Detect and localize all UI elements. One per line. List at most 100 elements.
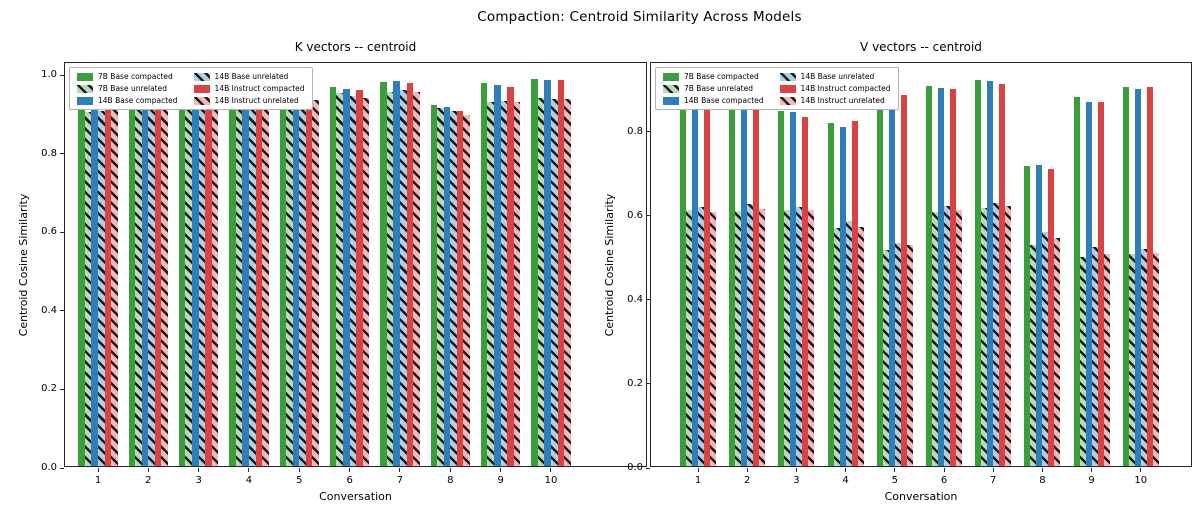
legend-swatch-icon bbox=[779, 84, 796, 93]
bar bbox=[550, 99, 558, 466]
x-tick-mark bbox=[943, 468, 945, 472]
x-axis-label-k: Conversation bbox=[319, 490, 392, 503]
bar bbox=[833, 228, 840, 466]
bar-group-conversation-3 bbox=[178, 101, 219, 466]
legend-swatch-icon bbox=[77, 84, 93, 93]
bar bbox=[1140, 248, 1147, 466]
legend-swatch-icon bbox=[77, 96, 93, 105]
bar bbox=[692, 96, 698, 466]
bar-group-conversation-4 bbox=[827, 120, 864, 466]
bar-group-conversation-7 bbox=[975, 79, 1012, 466]
bar bbox=[211, 105, 219, 466]
y-tick-mark bbox=[60, 388, 64, 390]
bar bbox=[926, 86, 932, 466]
legend-item: 14B Base compacted bbox=[663, 96, 764, 105]
bar bbox=[839, 127, 846, 466]
y-axis-label-k: Centroid Cosine Similarity bbox=[17, 193, 30, 336]
bar bbox=[349, 95, 357, 466]
bar bbox=[557, 80, 565, 466]
x-tick-label: 1 bbox=[694, 475, 702, 486]
bar bbox=[413, 92, 420, 466]
bar-group-conversation-2 bbox=[128, 102, 169, 466]
bar-group-conversation-9 bbox=[1073, 97, 1110, 466]
bar bbox=[456, 110, 464, 466]
legend-item: 14B Instruct unrelated bbox=[779, 96, 891, 105]
bar bbox=[262, 107, 269, 466]
y-tick-label: 0.4 bbox=[41, 304, 57, 316]
x-tick-label: 9 bbox=[1088, 475, 1095, 486]
legend-item: 14B Instruct unrelated bbox=[193, 96, 305, 105]
bar bbox=[128, 104, 136, 466]
x-tick-mark bbox=[248, 468, 250, 472]
x-tick-label: 6 bbox=[940, 475, 948, 486]
y-tick-label: 0.2 bbox=[41, 383, 57, 395]
bar bbox=[286, 99, 293, 466]
bar-group-conversation-6 bbox=[329, 86, 370, 466]
x-axis-label-v: Conversation bbox=[884, 490, 958, 503]
bar bbox=[544, 79, 551, 466]
subplot-title-v: V vectors -- centroid bbox=[860, 40, 982, 54]
y-tick-label: 0.2 bbox=[627, 377, 643, 389]
bar bbox=[487, 101, 495, 466]
x-tick-mark bbox=[500, 468, 502, 472]
x-tick-mark bbox=[795, 468, 797, 472]
legend-label: 14B Base compacted bbox=[98, 96, 178, 105]
bar bbox=[141, 102, 149, 466]
bar bbox=[248, 108, 256, 466]
bar bbox=[564, 99, 571, 466]
legend-label: 14B Instruct compacted bbox=[800, 84, 891, 93]
bar bbox=[993, 203, 1000, 466]
y-tick-mark bbox=[60, 153, 64, 155]
legend-item: 14B Base compacted bbox=[77, 96, 178, 105]
bar bbox=[192, 101, 199, 466]
bar bbox=[154, 103, 162, 466]
legend-item: 7B Base unrelated bbox=[77, 84, 178, 93]
bar bbox=[944, 205, 950, 466]
x-tick-label: 5 bbox=[891, 475, 898, 486]
bar bbox=[790, 112, 797, 466]
bar bbox=[1030, 245, 1037, 466]
x-tick-label: 7 bbox=[990, 475, 997, 486]
legend-swatch-icon bbox=[779, 72, 796, 81]
x-tick-label: 8 bbox=[1039, 475, 1046, 486]
bar bbox=[305, 84, 313, 466]
y-tick-mark bbox=[60, 74, 64, 76]
bar bbox=[91, 103, 98, 466]
bar-group-conversation-4 bbox=[229, 103, 269, 466]
x-tick-label: 5 bbox=[296, 475, 303, 486]
bar bbox=[784, 209, 791, 466]
bar bbox=[747, 203, 754, 466]
bar bbox=[999, 83, 1006, 466]
bar-group-conversation-1 bbox=[680, 96, 716, 466]
bar-group-conversation-8 bbox=[1024, 164, 1061, 466]
bar bbox=[292, 85, 300, 466]
bar bbox=[1073, 97, 1080, 466]
subplot-title-k: K vectors -- centroid bbox=[294, 40, 417, 54]
x-tick-mark bbox=[894, 468, 896, 472]
bar bbox=[981, 208, 988, 466]
bar bbox=[938, 88, 944, 466]
bar bbox=[704, 105, 710, 466]
legend-label: 14B Instruct unrelated bbox=[214, 96, 299, 105]
bar bbox=[537, 98, 545, 466]
y-tick-mark bbox=[646, 383, 650, 385]
bar bbox=[975, 79, 982, 466]
y-tick-label: 0.0 bbox=[627, 461, 643, 473]
y-tick-label: 0.4 bbox=[627, 293, 643, 305]
y-tick-label: 0.8 bbox=[41, 147, 57, 159]
x-tick-mark bbox=[845, 468, 847, 472]
y-tick-mark bbox=[646, 215, 650, 217]
x-tick-label: 2 bbox=[145, 475, 152, 486]
y-tick-mark bbox=[646, 299, 650, 301]
bar bbox=[235, 107, 243, 466]
bar bbox=[987, 81, 994, 466]
bar bbox=[1091, 247, 1098, 466]
legend-swatch-icon bbox=[193, 72, 210, 81]
bar bbox=[380, 81, 387, 466]
legend-swatch-icon bbox=[663, 84, 679, 93]
legend-label: 14B Base unrelated bbox=[800, 72, 875, 81]
x-tick-label: 9 bbox=[497, 475, 504, 486]
x-tick-mark bbox=[1041, 468, 1043, 472]
bar bbox=[84, 112, 92, 466]
legend-label: 7B Base unrelated bbox=[98, 84, 167, 93]
